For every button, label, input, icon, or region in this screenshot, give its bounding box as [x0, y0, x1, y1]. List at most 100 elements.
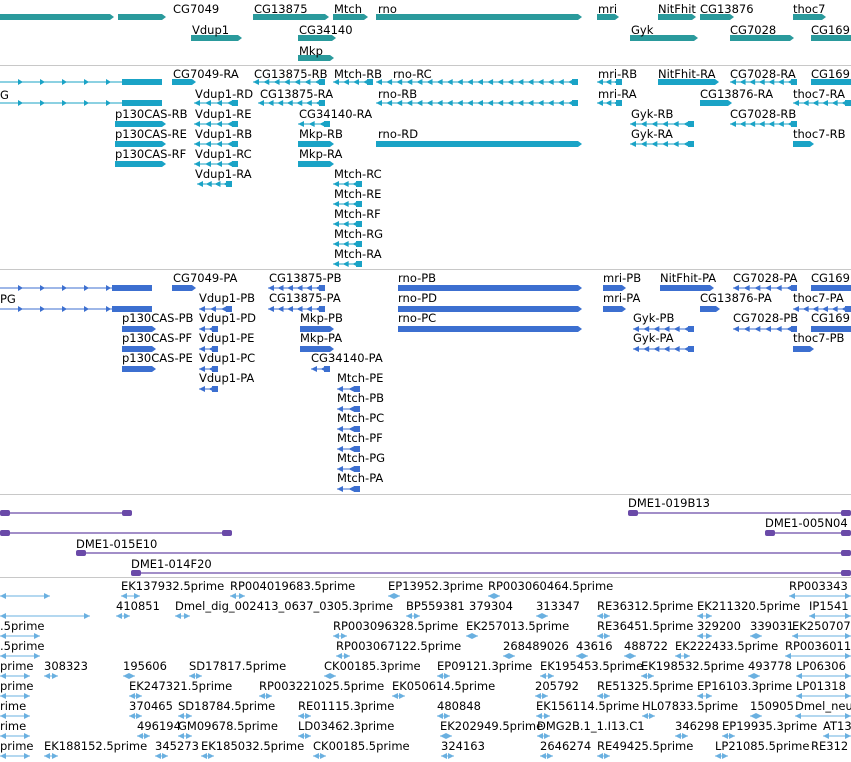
feature-label[interactable]: CG7028 [730, 23, 777, 37]
feature-glyph[interactable] [641, 673, 654, 679]
feature-label[interactable]: thoc7-PB [793, 331, 845, 345]
feature-glyph[interactable] [0, 530, 232, 536]
feature-label[interactable]: DME1-005N04 [765, 516, 848, 530]
feature-label[interactable]: Mkp-PA [300, 331, 343, 345]
feature-label[interactable]: Vdup1-PE [199, 331, 255, 345]
feature-label[interactable]: prime [0, 659, 34, 673]
feature-glyph[interactable] [603, 285, 626, 291]
feature-label[interactable]: p130CAS-RB [115, 107, 188, 121]
feature-label[interactable]: CK00185.3prime [324, 659, 421, 673]
feature-glyph[interactable] [748, 673, 760, 679]
feature-label[interactable]: EK137932.5prime [121, 579, 225, 593]
feature-label[interactable]: Mtch-RF [334, 207, 381, 221]
feature-glyph[interactable] [137, 733, 150, 739]
feature-label[interactable]: 488722 [624, 639, 668, 653]
feature-glyph[interactable] [811, 79, 851, 85]
feature-glyph[interactable] [194, 100, 238, 106]
feature-glyph[interactable] [376, 14, 582, 20]
feature-glyph[interactable] [628, 510, 851, 516]
feature-glyph[interactable] [333, 181, 362, 187]
feature-label[interactable]: Vdup1-PD [199, 311, 257, 325]
feature-glyph[interactable] [540, 673, 554, 679]
feature-label[interactable]: Mtch-PB [337, 391, 385, 405]
feature-label[interactable]: HL07833.5prime [642, 699, 739, 713]
feature-glyph[interactable] [793, 14, 826, 20]
feature-glyph[interactable] [796, 693, 851, 699]
feature-glyph[interactable] [0, 653, 40, 659]
feature-label[interactable]: NitFhit-RA [658, 67, 716, 81]
feature-label[interactable]: rno-RC [393, 67, 432, 81]
feature-label[interactable]: 379304 [469, 599, 513, 613]
feature-label[interactable]: 496194 [137, 719, 181, 733]
feature-label[interactable]: Mtch-RG [334, 227, 384, 241]
feature-label[interactable]: LD03462.3prime [298, 719, 395, 733]
feature-label[interactable]: 493778 [748, 659, 792, 673]
feature-label[interactable]: mri-PA [603, 291, 641, 305]
feature-label[interactable]: Vdup1-RA [195, 167, 252, 181]
feature-label[interactable]: CG13875-PA [269, 291, 341, 305]
feature-label[interactable]: EK202949.5prime [440, 719, 544, 733]
feature-label[interactable]: 329200 [697, 619, 741, 633]
feature-glyph[interactable] [0, 285, 152, 291]
feature-label[interactable]: Mkp [299, 44, 323, 58]
feature-glyph[interactable] [336, 653, 350, 659]
feature-label[interactable]: p130CAS-RF [115, 147, 187, 161]
feature-glyph[interactable] [630, 141, 694, 147]
feature-glyph[interactable] [44, 673, 58, 679]
feature-glyph[interactable] [178, 713, 192, 719]
feature-label[interactable]: NitFhit-PA [660, 271, 717, 285]
feature-label[interactable]: EP09121.3prime [437, 659, 533, 673]
feature-glyph[interactable] [733, 285, 797, 291]
feature-glyph[interactable] [129, 713, 142, 719]
feature-glyph[interactable] [122, 326, 156, 332]
feature-label[interactable]: RE36451.5prime [597, 619, 694, 633]
feature-glyph[interactable] [697, 633, 712, 639]
feature-label[interactable]: 43616 [576, 639, 613, 653]
feature-label[interactable]: EK156114.5prime [536, 699, 640, 713]
feature-label[interactable]: Mtch-PC [337, 411, 385, 425]
feature-label[interactable]: PG [0, 292, 16, 306]
feature-label[interactable]: IP1541 [809, 599, 849, 613]
feature-glyph[interactable] [398, 326, 582, 332]
feature-label[interactable]: CG34140-PA [311, 351, 383, 365]
feature-label[interactable]: RP003067122.5prime [336, 639, 462, 653]
feature-glyph[interactable] [337, 406, 360, 412]
feature-glyph[interactable] [0, 673, 30, 679]
feature-glyph[interactable] [191, 35, 242, 41]
feature-label[interactable]: RE51325.5prime [597, 679, 694, 693]
feature-glyph[interactable] [658, 14, 696, 20]
feature-label[interactable]: mri-RB [598, 67, 638, 81]
feature-label[interactable]: RE49425.5prime [597, 739, 694, 753]
feature-glyph[interactable] [121, 593, 140, 599]
feature-glyph[interactable] [0, 100, 162, 106]
feature-label[interactable]: Mtch-PE [337, 371, 384, 385]
feature-label[interactable]: prime [0, 739, 34, 753]
feature-label[interactable]: EK195453.5prime [540, 659, 644, 673]
feature-glyph[interactable] [597, 633, 610, 639]
feature-glyph[interactable] [300, 326, 334, 332]
feature-label[interactable]: EK247321.5prime [129, 679, 233, 693]
feature-label[interactable]: AT13 [823, 719, 851, 733]
feature-label[interactable]: Mtch-PF [337, 431, 383, 445]
feature-label[interactable]: LP01318 [796, 679, 846, 693]
feature-glyph[interactable] [633, 346, 694, 352]
feature-glyph[interactable] [253, 79, 325, 85]
feature-glyph[interactable] [540, 753, 553, 759]
feature-label[interactable]: EK222433.5prime [675, 639, 779, 653]
feature-label[interactable]: rno-RD [378, 127, 419, 141]
feature-glyph[interactable] [630, 121, 694, 127]
feature-glyph[interactable] [333, 79, 373, 85]
feature-label[interactable]: Vdup1-PA [199, 371, 255, 385]
feature-glyph[interactable] [0, 14, 114, 20]
feature-label[interactable]: 345273 [155, 739, 199, 753]
feature-label[interactable]: EK211320.5prime [697, 599, 801, 613]
feature-glyph[interactable] [537, 733, 550, 739]
feature-glyph[interactable] [0, 593, 50, 599]
feature-glyph[interactable] [730, 35, 794, 41]
feature-label[interactable]: RP003343 [789, 579, 848, 593]
feature-glyph[interactable] [440, 733, 452, 739]
feature-label[interactable]: BP559381 [406, 599, 465, 613]
feature-label[interactable]: 480848 [437, 699, 481, 713]
feature-label[interactable]: EK185032.5prime [201, 739, 305, 753]
feature-label[interactable]: thoc7-RA [793, 87, 846, 101]
